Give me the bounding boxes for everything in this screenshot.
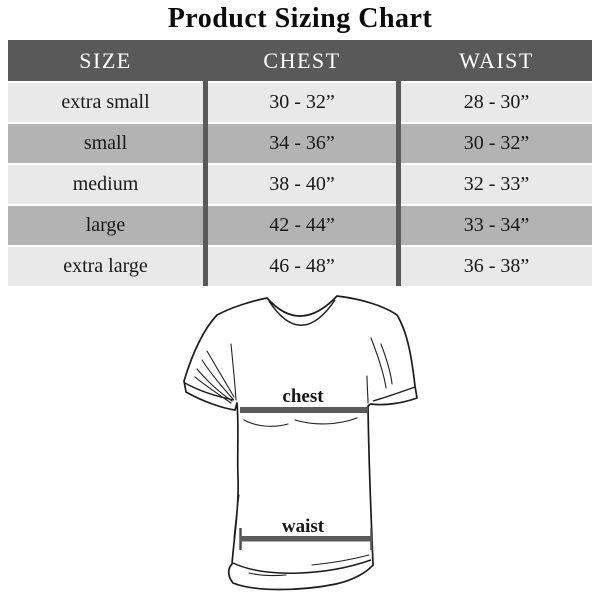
chest-cell: 38 - 40” <box>269 173 335 195</box>
chest-cell: 30 - 32” <box>269 91 335 113</box>
table-header-row: SIZE CHEST WAIST <box>8 40 592 81</box>
waist-cell: 32 - 33” <box>463 173 530 195</box>
column-header-size: SIZE <box>79 47 132 73</box>
waist-cell: 36 - 38” <box>463 255 530 277</box>
chest-measure-line <box>240 407 368 413</box>
waist-measure-line <box>240 536 372 542</box>
size-cell: extra large <box>63 255 148 277</box>
right-cuff-seam <box>372 386 416 402</box>
chest-measure-label: chest <box>282 386 324 407</box>
column-separator <box>203 40 208 286</box>
table-row: extra large 46 - 48” 36 - 38” <box>8 247 592 286</box>
table-row: small 34 - 36” 30 - 32” <box>8 124 592 163</box>
waist-cell: 30 - 32” <box>463 132 530 154</box>
waist-cell: 28 - 30” <box>463 91 530 113</box>
table-row: medium 38 - 40” 32 - 33” <box>8 165 592 204</box>
hem-line <box>232 559 372 574</box>
column-separator <box>396 40 401 286</box>
chest-cell: 42 - 44” <box>269 214 335 236</box>
sizing-table: SIZE CHEST WAIST extra small 30 - 32” 28… <box>8 40 592 286</box>
tshirt-diagram: chest waist <box>140 288 460 600</box>
column-header-waist: WAIST <box>459 47 534 73</box>
tshirt-outline <box>183 295 418 591</box>
size-cell: small <box>83 132 128 154</box>
chest-cell: 34 - 36” <box>269 132 335 154</box>
waist-measure-label: waist <box>282 516 325 537</box>
size-cell: large <box>85 214 126 236</box>
table-row: extra small 30 - 32” 28 - 30” <box>8 83 592 122</box>
table-row: large 42 - 44” 33 - 34” <box>8 206 592 245</box>
collar-line <box>268 299 336 326</box>
chest-cell: 46 - 48” <box>269 255 335 277</box>
size-cell: extra small <box>61 91 150 113</box>
column-header-chest: CHEST <box>263 47 341 73</box>
waist-cell: 33 - 34” <box>463 214 530 236</box>
wrinkle-lines <box>194 337 393 577</box>
page-title: Product Sizing Chart <box>167 3 433 34</box>
size-cell: medium <box>72 173 139 195</box>
